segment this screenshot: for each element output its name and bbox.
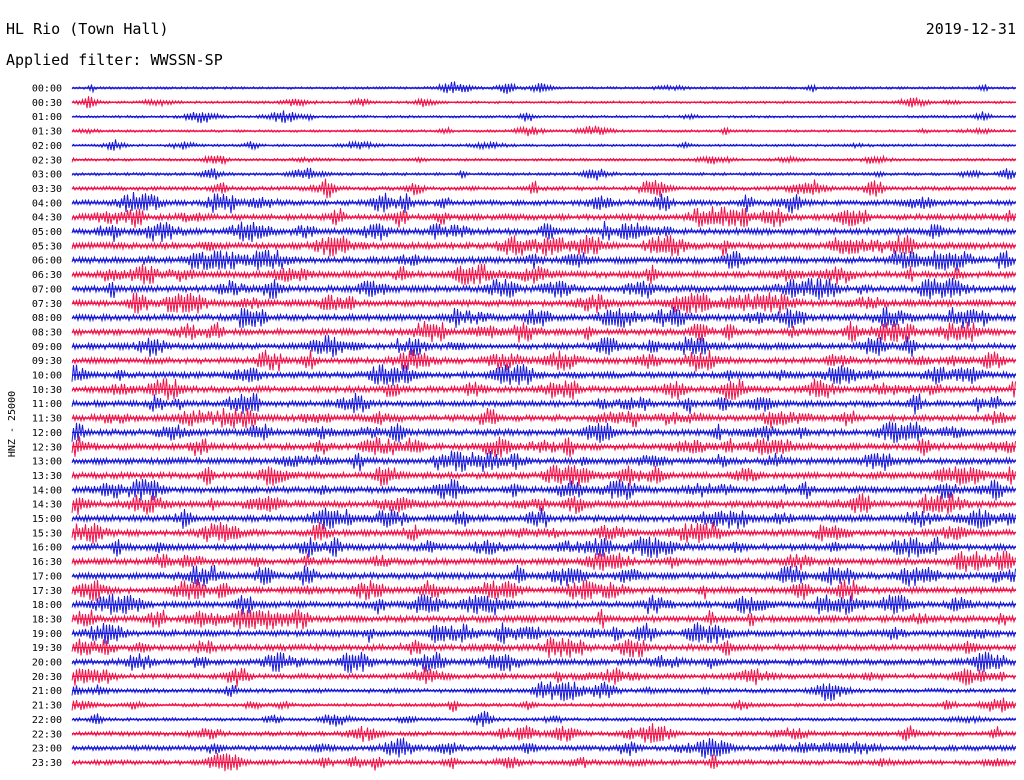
row-label: 18:30 <box>32 614 62 625</box>
row-label: 21:30 <box>32 701 62 712</box>
row-label: 23:00 <box>32 744 62 755</box>
row-label: 05:30 <box>32 241 62 252</box>
row-label: 02:00 <box>32 141 62 152</box>
filter-label: Applied filter: WWSSN-SP <box>6 51 223 69</box>
date-label: 2019-12-31 <box>925 20 1016 38</box>
row-label: 14:30 <box>32 500 62 511</box>
row-label: 13:30 <box>32 471 62 482</box>
y-axis-label: HNZ - 25000 <box>7 391 18 457</box>
row-label: 23:30 <box>32 758 62 769</box>
row-label: 21:00 <box>32 686 62 697</box>
station-title: HL Rio (Town Hall) <box>6 20 169 38</box>
trace-line <box>71 507 1016 530</box>
row-label: 01:00 <box>32 112 62 123</box>
row-label: 09:00 <box>32 342 62 353</box>
row-label: 17:00 <box>32 571 62 582</box>
row-label: 22:30 <box>32 729 62 740</box>
row-label: 15:00 <box>32 514 62 525</box>
row-label: 07:30 <box>32 299 62 310</box>
row-label: 20:00 <box>32 658 62 669</box>
row-label: 08:30 <box>32 327 62 338</box>
row-label: 17:30 <box>32 586 62 597</box>
row-label: 10:30 <box>32 385 62 396</box>
row-label: 18:00 <box>32 600 62 611</box>
row-label: 08:00 <box>32 313 62 324</box>
trace-line <box>71 564 1016 587</box>
row-label: 00:00 <box>32 84 62 95</box>
row-label: 12:30 <box>32 442 62 453</box>
row-label: 04:30 <box>32 213 62 224</box>
row-label: 05:00 <box>32 227 62 238</box>
row-label: 04:00 <box>32 198 62 209</box>
row-label: 16:30 <box>32 557 62 568</box>
row-labels: 00:00 00:30 01:00 01:30 02:00 02:30 03:00 03:30… <box>32 84 62 769</box>
traces <box>71 81 1016 772</box>
row-label: 12:00 <box>32 428 62 439</box>
row-label: 22:00 <box>32 715 62 726</box>
row-label: 14:00 <box>32 485 62 496</box>
row-label: 20:30 <box>32 672 62 683</box>
row-label: 03:00 <box>32 170 62 181</box>
row-label: 03:30 <box>32 184 62 195</box>
row-label: 06:00 <box>32 256 62 267</box>
row-label: 07:00 <box>32 284 62 295</box>
trace-line <box>71 681 1016 702</box>
row-label: 00:30 <box>32 98 62 109</box>
row-label: 02:30 <box>32 155 62 166</box>
row-label: 11:00 <box>32 399 62 410</box>
trace-line <box>71 593 1016 616</box>
row-label: 01:30 <box>32 127 62 138</box>
row-label: 13:00 <box>32 457 62 468</box>
row-label: 11:30 <box>32 414 62 425</box>
row-label: 16:00 <box>32 543 62 554</box>
row-label: 19:30 <box>32 643 62 654</box>
row-label: 19:00 <box>32 629 62 640</box>
trace-line <box>71 436 1016 458</box>
trace-line <box>71 306 1016 329</box>
row-label: 09:30 <box>32 356 62 367</box>
row-label: 06:30 <box>32 270 62 281</box>
trace-line <box>71 753 1016 772</box>
trace-line <box>71 220 1016 243</box>
row-label: 10:00 <box>32 371 62 382</box>
row-label: 15:30 <box>32 528 62 539</box>
